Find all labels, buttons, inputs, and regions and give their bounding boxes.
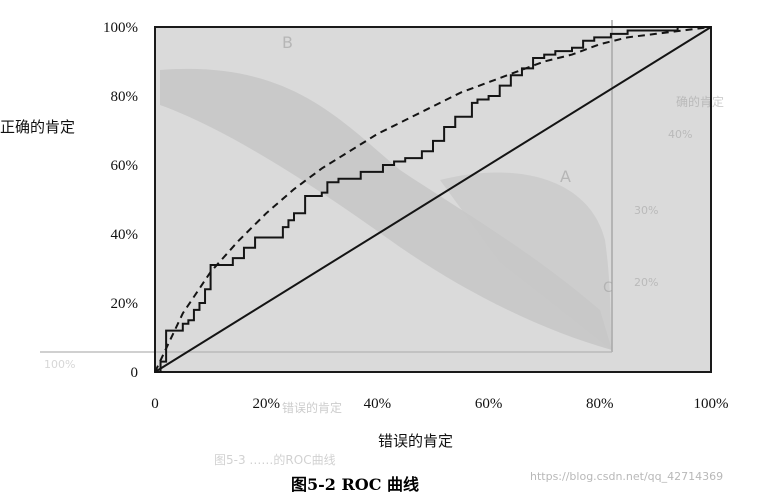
- y-tick-labels: 0 20% 40% 60% 80% 100%: [103, 20, 138, 381]
- figure-caption: 图5-2 ROC 曲线: [291, 475, 419, 494]
- x-tick-label: 20%: [252, 396, 280, 412]
- x-tick-labels: 0 20% 40% 60% 80% 100%: [151, 396, 728, 412]
- ghost-shape-band: [160, 68, 612, 351]
- x-axis-label: 错误的肯定: [378, 432, 453, 450]
- ghost-under-caption: 图5-3 ……的ROC曲线: [214, 452, 336, 467]
- series-layer: [154, 26, 712, 373]
- y-tick-label: 80%: [111, 89, 139, 105]
- watermark: https://blog.csdn.net/qq_42714369: [530, 470, 723, 483]
- y-tick-label: 100%: [103, 20, 138, 36]
- ghost-label-b: B: [282, 33, 293, 52]
- x-tick-label: 80%: [586, 396, 614, 412]
- ghost-label-c: C: [603, 280, 613, 296]
- x-tick-label: 40%: [364, 396, 392, 412]
- ghost-under-label: 错误的肯定: [282, 400, 342, 415]
- roc-smooth-curve: [154, 26, 712, 373]
- ghost-side-label: 确的肯定: [676, 94, 724, 109]
- ghost-label-a: A: [560, 167, 571, 186]
- ghost-side-tick-1: 40%: [668, 128, 692, 141]
- y-tick-label: 20%: [111, 296, 139, 312]
- y-axis-label: 正确的肯定: [0, 118, 75, 136]
- y-tick-label: 0: [131, 365, 139, 381]
- x-tick-label: 100%: [694, 396, 729, 412]
- ghost-side-tick-3: 20%: [634, 276, 658, 289]
- show-through-shapes: [40, 20, 613, 353]
- ghost-shape-fan: [440, 172, 612, 350]
- y-tick-label: 40%: [111, 227, 139, 243]
- plot-frame: [154, 26, 712, 373]
- diagonal-line: [154, 26, 712, 373]
- x-tick-label: 0: [151, 396, 159, 412]
- ghost-left-tick: 100%: [44, 358, 75, 371]
- y-tick-label: 60%: [111, 158, 139, 174]
- ghost-side-tick-2: 30%: [634, 204, 658, 217]
- x-tick-label: 60%: [475, 396, 503, 412]
